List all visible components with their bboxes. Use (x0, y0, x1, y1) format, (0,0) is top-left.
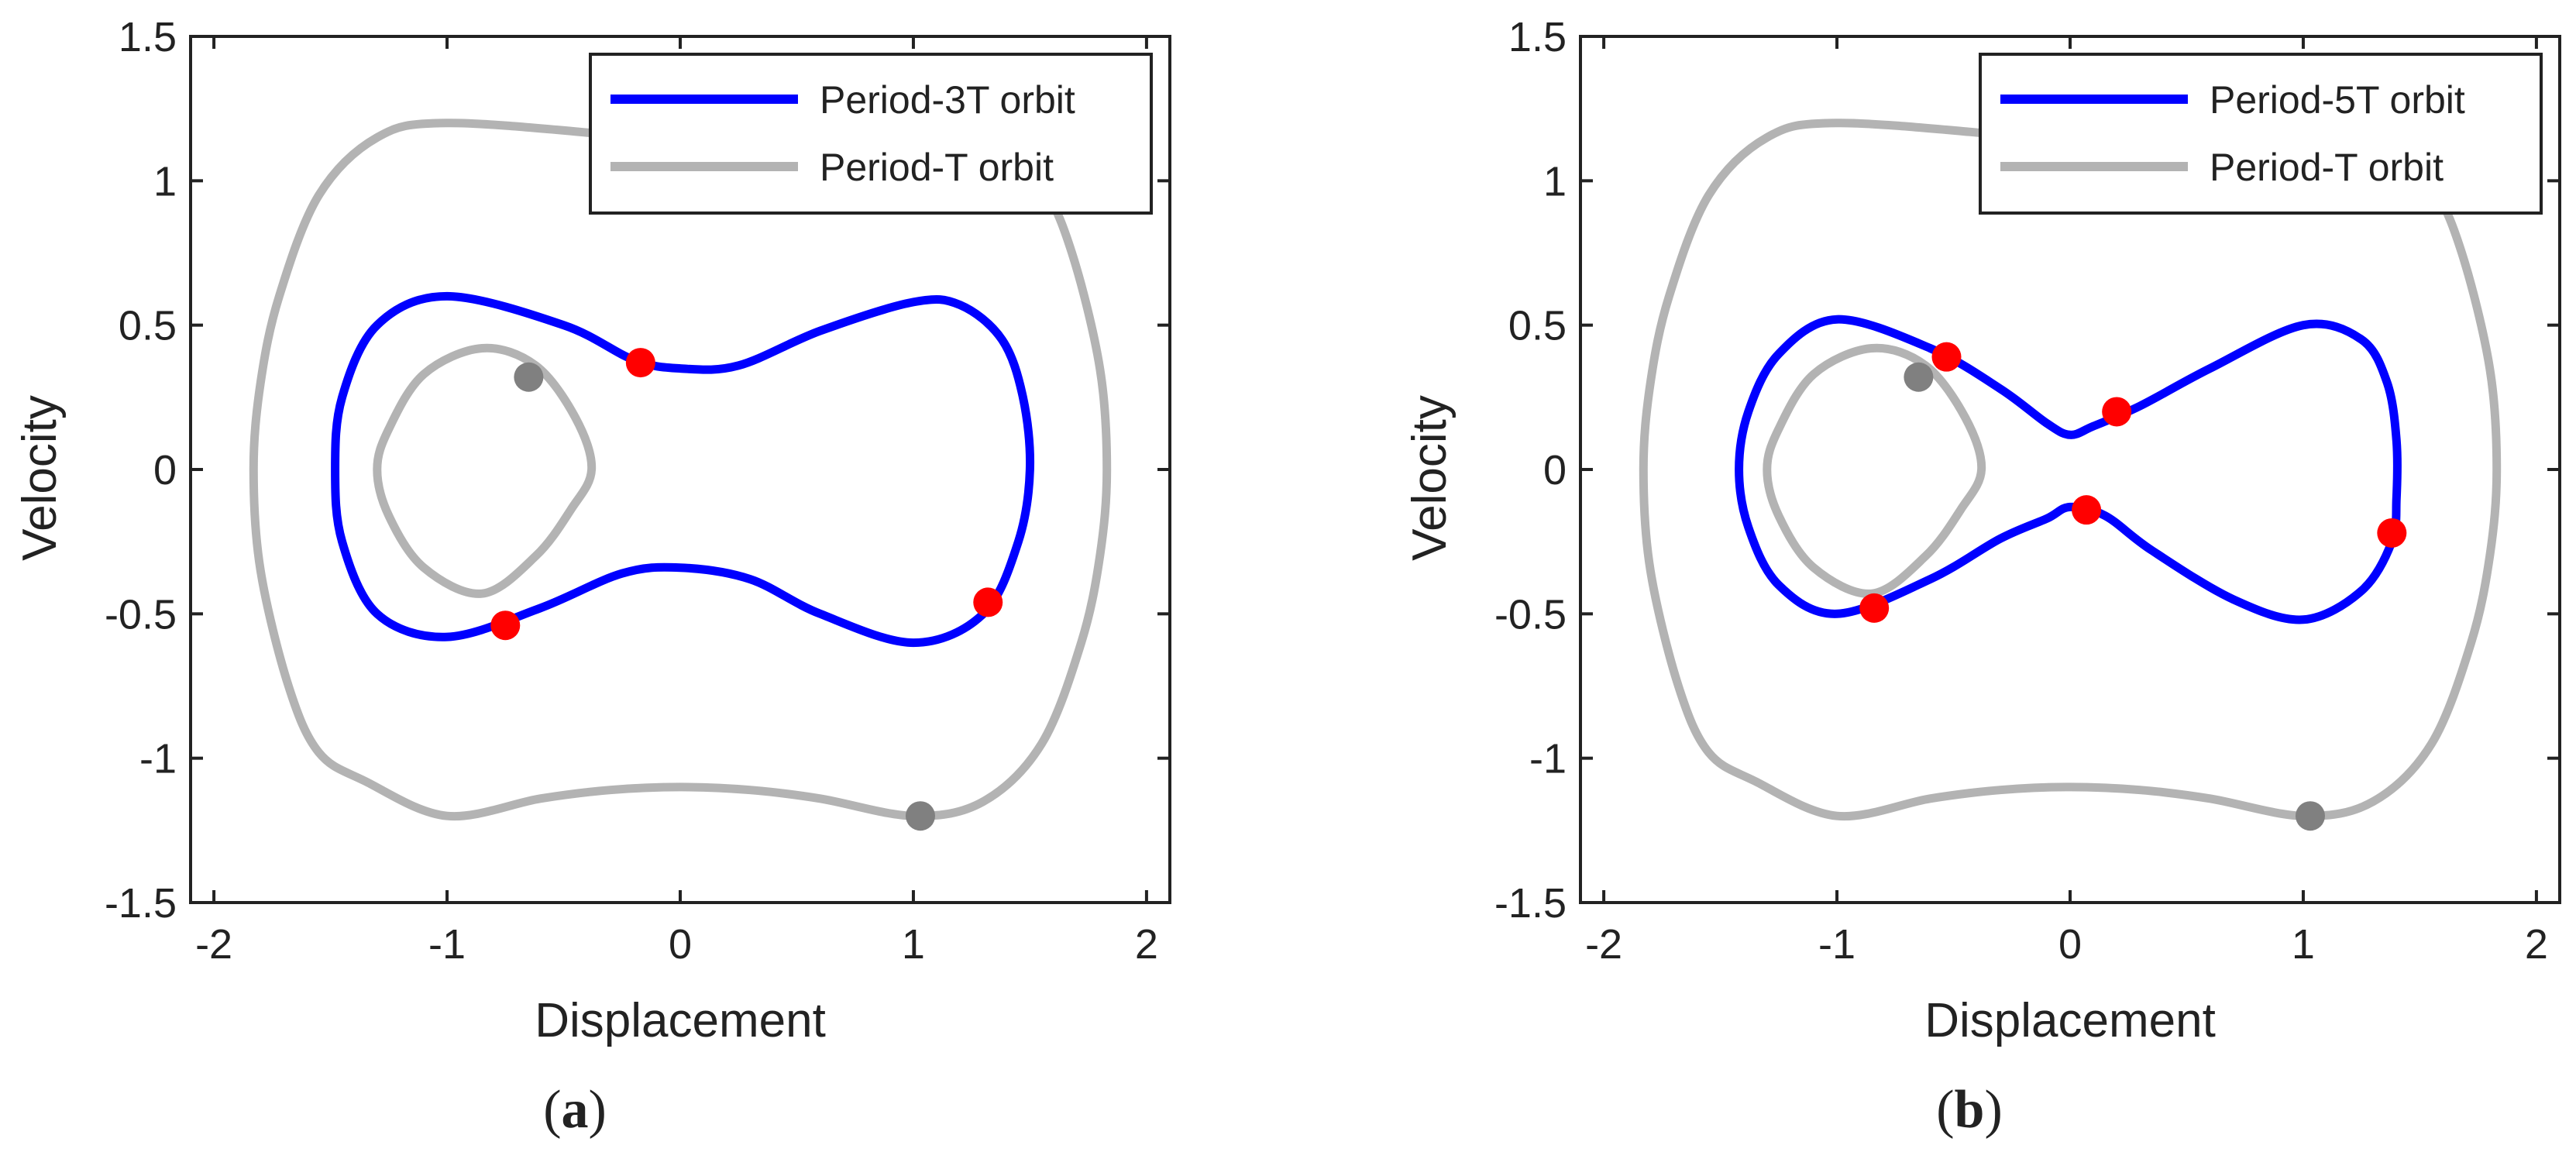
y-tick-label: -1.5 (105, 880, 177, 927)
red-point-5 (1859, 593, 1890, 623)
caption-open: ( (1936, 1080, 1954, 1140)
y-tick-label: -1 (1529, 736, 1567, 782)
y-tick-label: 0 (1543, 447, 1567, 494)
legend-box (1979, 53, 2543, 215)
caption-close: ) (589, 1080, 607, 1140)
caption-close: ) (1984, 1080, 2002, 1140)
x-tick-label: -1 (428, 921, 466, 968)
red-point-2 (973, 587, 1003, 617)
caption-letter: b (1955, 1080, 1985, 1140)
y-tick-label: 0.5 (119, 303, 177, 349)
legend-b: Period-5T orbit Period-T orbit (1979, 53, 2543, 215)
legend-box (589, 53, 1153, 215)
y-tick-label: 1.5 (1508, 14, 1567, 60)
panel-caption-b: (b) (1936, 1080, 2003, 1140)
panel-caption-a: (a) (543, 1080, 607, 1140)
x-tick-label: -2 (1585, 921, 1622, 968)
x-axis-title: Displacement (535, 994, 826, 1047)
red-point-2 (2102, 397, 2132, 427)
x-tick-label: 1 (2292, 921, 2315, 968)
gray-point-2 (2295, 801, 2325, 831)
y-tick-label: 0.5 (1508, 303, 1567, 349)
legend-label-1: Period-3T orbit (820, 78, 1075, 122)
y-tick-label: 1 (1543, 158, 1567, 205)
y-axis-title: Velocity (13, 395, 67, 561)
red-point-3 (2072, 495, 2102, 525)
y-tick-label: -1.5 (1494, 880, 1567, 927)
red-point-1 (625, 348, 655, 378)
y-tick-label: -0.5 (1494, 591, 1567, 638)
x-tick-label: 1 (902, 921, 925, 968)
gray-point-2 (905, 801, 935, 831)
red-point-1 (1931, 342, 1962, 372)
x-tick-label: 0 (2058, 921, 2082, 968)
caption-letter: a (562, 1080, 589, 1140)
red-point-4 (2377, 518, 2407, 548)
series-line-gray-0 (249, 119, 1112, 821)
gray-point-1 (1904, 362, 1934, 392)
gray-point-1 (514, 362, 544, 392)
series-line-blue (331, 291, 1035, 648)
legend-label-2: Period-T orbit (820, 146, 1054, 189)
caption-open: ( (543, 1080, 561, 1140)
plot-area-a: -2 -1 0 1 2 -1.5 -1 -0.5 0 0.5 1 1.5 (105, 14, 1171, 968)
y-tick-label: 1.5 (119, 14, 177, 60)
y-tick-label: 0 (153, 447, 177, 494)
series-line-blue (1735, 315, 2402, 624)
legend-label-1: Period-5T orbit (2210, 78, 2465, 122)
x-axis-title: Displacement (1924, 994, 2216, 1047)
x-tick-label: 2 (2525, 921, 2548, 968)
x-tick-label: 2 (1135, 921, 1158, 968)
red-point-3 (490, 610, 521, 641)
legend-label-2: Period-T orbit (2210, 146, 2444, 189)
x-tick-label: 0 (669, 921, 692, 968)
y-tick-label: -1 (139, 736, 177, 782)
x-tick-label: -2 (195, 921, 232, 968)
series-line-gray-1 (1763, 343, 1986, 598)
x-tick-label: -1 (1818, 921, 1855, 968)
panel-b: -2 -1 0 1 2 -1.5 -1 -0.5 0 0.5 1 1.5 Displacement V… (1403, 14, 2561, 1140)
panel-a: -2 -1 0 1 2 -1.5 -1 -0.5 0 0.5 1 1.5 Displacement V… (13, 14, 1171, 1140)
legend-a: Period-3T orbit Period-T orbit (589, 53, 1153, 215)
series-line-gray-0 (1639, 119, 2502, 821)
series-line-gray-1 (373, 343, 597, 598)
y-tick-label: 1 (153, 158, 177, 205)
y-axis-title: Velocity (1403, 395, 1457, 561)
y-tick-label: -0.5 (105, 591, 177, 638)
